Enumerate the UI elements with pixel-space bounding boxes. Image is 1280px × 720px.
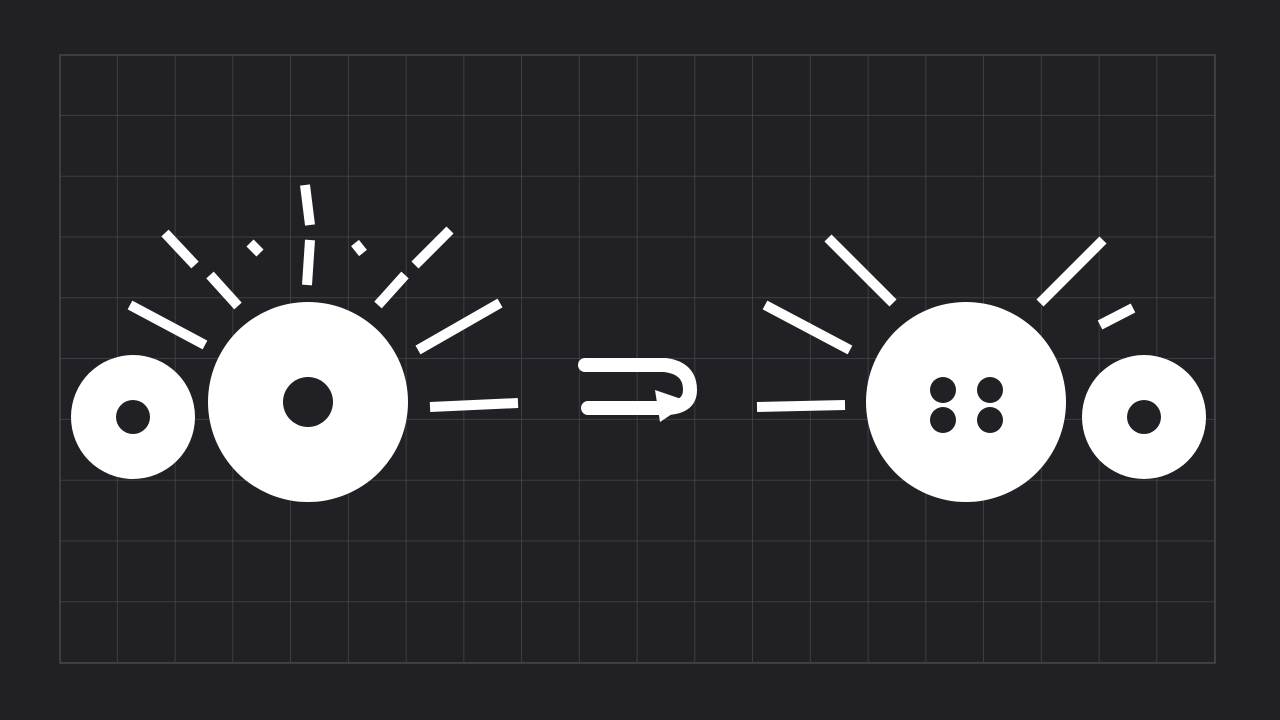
ray: [161, 229, 199, 269]
ray: [1036, 236, 1107, 307]
dot: [930, 407, 956, 433]
ray: [300, 184, 315, 226]
ray: [206, 271, 242, 310]
rays: [127, 184, 519, 412]
left-group: [71, 184, 519, 502]
arrow-head: [655, 390, 690, 422]
large-disc: [866, 302, 1066, 502]
disc-hole: [116, 400, 150, 434]
dot: [977, 407, 1003, 433]
ray: [756, 400, 846, 412]
dot: [930, 377, 956, 403]
ray: [302, 239, 315, 286]
disc-hole: [1127, 400, 1161, 434]
ray: [429, 398, 519, 412]
ray: [351, 239, 367, 257]
right-group: [756, 234, 1206, 502]
ray: [374, 271, 409, 309]
ray: [1097, 303, 1136, 330]
disc-hole: [283, 377, 333, 427]
ray: [246, 239, 264, 257]
arrow: [578, 358, 698, 422]
ray: [415, 298, 503, 355]
dot: [977, 377, 1003, 403]
ray: [762, 300, 853, 355]
rays: [756, 234, 1136, 412]
ray: [411, 226, 454, 269]
ray: [824, 234, 897, 307]
ray: [127, 300, 208, 350]
